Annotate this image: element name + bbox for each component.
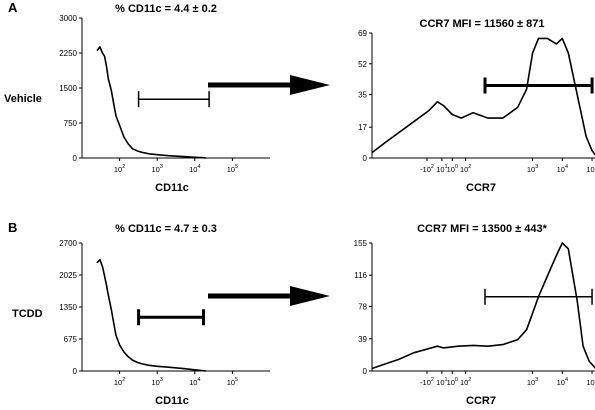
x-tick-label: 105 [586,377,595,387]
x-axis-label: CD11c [155,395,189,407]
x-tick-label: 100 [447,377,458,387]
y-tick-label: 39 [358,335,367,344]
panel-label-a: A [8,0,18,15]
histogram-curve [96,258,207,372]
x-tick-label: 104 [189,377,200,387]
histogram-title: % CD11c = 4.4 ± 0.2 [115,3,217,15]
y-tick-label: 0 [363,367,368,376]
y-tick-label: 17 [358,123,367,132]
x-tick-label: 102 [114,164,125,174]
histogram-curve [96,46,207,159]
x-tick-label: -102 [420,377,434,387]
x-tick-label: 104 [557,164,568,174]
gate-marker [137,91,210,108]
panel-label-b: B [8,220,17,235]
histogram-title: CCR7 MFI = 13500 ± 443* [417,223,548,235]
y-tick-label: 116 [354,271,367,280]
histogram-panel-3: % CD11c = 4.7 ± 0.3 0 675 1350 2025 2700 102 10… [59,223,270,407]
x-tick-label: -102 [420,164,434,174]
y-tick-label: 2700 [59,239,77,248]
histogram-curve [371,242,595,370]
histogram-curve [371,37,595,156]
y-tick-label: 1500 [59,84,77,93]
x-tick-label: 105 [586,164,595,174]
x-tick-label: 101 [436,377,447,387]
y-tick-label: 0 [73,154,78,163]
x-axis-label: CCR7 [466,182,496,194]
y-tick-label: 3000 [59,14,77,23]
gate-marker [484,288,593,305]
histogram-panel-1: % CD11c = 4.4 ± 0.2 0 750 1500 2250 3000 102 10… [59,3,270,194]
x-axis-label: CD11c [155,182,189,194]
x-tick-label: 104 [189,164,200,174]
x-tick-label: 102 [114,377,125,387]
arrow-b [208,286,330,306]
y-tick-label: 675 [64,335,78,344]
y-tick-label: 2250 [59,49,77,58]
x-tick-label: 103 [151,164,162,174]
arrow-a [208,75,330,95]
row-label-tcdd: TCDD [12,308,43,320]
histogram-title: % CD11c = 4.7 ± 0.3 [115,223,217,235]
x-tick-label: 100 [447,164,458,174]
histogram-title: CCR7 MFI = 11560 ± 871 [420,18,545,30]
x-tick-label: 101 [436,164,447,174]
x-tick-label: 105 [227,164,238,174]
y-tick-label: 69 [358,29,367,38]
y-tick-label: 0 [363,154,368,163]
x-tick-label: 102 [460,164,471,174]
y-tick-label: 155 [354,239,368,248]
y-tick-label: 0 [73,367,78,376]
x-axis-label: CCR7 [466,395,496,407]
x-tick-label: 103 [151,377,162,387]
y-tick-label: 52 [358,60,367,69]
x-tick-label: 103 [527,377,538,387]
gate-marker [137,309,205,326]
x-tick-label: 103 [527,164,538,174]
y-tick-label: 2025 [59,271,77,280]
y-tick-label: 78 [358,303,367,312]
x-tick-label: 102 [460,377,471,387]
y-tick-label: 1350 [59,303,77,312]
y-tick-label: 750 [64,119,78,128]
x-tick-label: 105 [227,377,238,387]
row-label-vehicle: Vehicle [4,93,42,105]
y-tick-label: 35 [358,91,367,100]
gate-marker [483,77,594,94]
x-tick-label: 104 [557,377,568,387]
